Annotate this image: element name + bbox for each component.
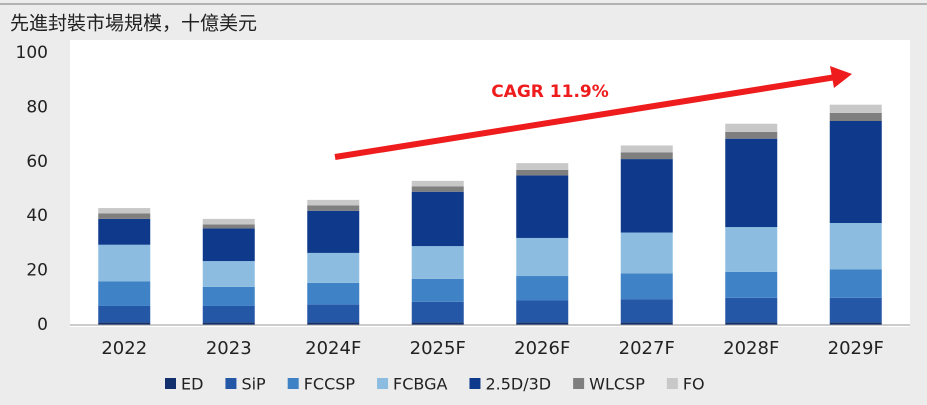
bar-segment [620, 299, 673, 323]
bar-segment [725, 227, 778, 272]
bar-segment [620, 145, 673, 153]
bar-segment [307, 252, 360, 283]
x-tick-label: 2022 [101, 338, 147, 359]
bar-segment [829, 297, 882, 323]
bar-segment [98, 305, 151, 323]
y-tick-label: 40 [26, 206, 48, 226]
bar-segment [202, 261, 255, 287]
cagr-arrowhead [830, 66, 852, 88]
bar-segment [516, 322, 569, 325]
chart-title: 先進封裝市場規模，十億美元 [10, 13, 257, 35]
bar-segment [829, 269, 882, 298]
bar-segment [829, 104, 882, 113]
bar-segment [725, 322, 778, 325]
legend-label: WLCSP [589, 375, 645, 394]
bar-segment [411, 246, 464, 279]
bar-segment [516, 276, 569, 301]
bar-segment [725, 271, 778, 298]
x-tick-label: 2029F [828, 338, 884, 359]
bar-segment [202, 286, 255, 306]
y-tick-label: 60 [26, 152, 48, 172]
y-tick-label: 100 [16, 43, 48, 63]
bar-segment [98, 213, 151, 219]
bar-segment [725, 138, 778, 228]
bar-segment [411, 186, 464, 192]
legend-label: FCBGA [393, 375, 447, 394]
bar-segment [202, 218, 255, 225]
legend-label: 2.5D/3D [485, 375, 551, 394]
legend-label: FCCSP [304, 375, 356, 394]
y-tick-label: 80 [26, 97, 48, 117]
bar-segment [307, 304, 360, 323]
y-tick-label: 20 [26, 261, 48, 281]
legend-label: SiP [241, 375, 266, 394]
bar-segment [725, 123, 778, 132]
x-tick-label: 2023 [206, 338, 252, 359]
bar-segment [202, 224, 255, 229]
legend-swatch [666, 378, 678, 389]
bar-segment [516, 237, 569, 277]
annotation: CAGR 11.9% [491, 82, 609, 102]
bar-segment [620, 273, 673, 300]
bar-segment [307, 282, 360, 305]
bar-segment [829, 322, 882, 325]
y-tick-label: 0 [37, 315, 48, 335]
bar-segment [725, 297, 778, 323]
legend-swatch [225, 378, 237, 389]
bar-segment [620, 322, 673, 325]
bar-segment [202, 305, 255, 323]
x-tick-label: 2025F [410, 338, 466, 359]
bar-segment [620, 232, 673, 274]
bar-segment [98, 281, 151, 306]
cagr-arrow [334, 74, 837, 160]
x-tick-label: 2027F [619, 338, 675, 359]
bar-segment [98, 244, 151, 282]
legend-swatch [287, 378, 299, 389]
legend-swatch [469, 378, 481, 389]
bar-segment [307, 322, 360, 325]
x-tick-label: 2028F [723, 338, 779, 359]
bar-segment [202, 322, 255, 325]
legend-label: ED [181, 375, 203, 394]
bar-segment [620, 159, 673, 233]
bar-segment [411, 191, 464, 247]
bar-segment [411, 322, 464, 325]
bar-segment [620, 152, 673, 160]
bar-segment [516, 163, 569, 170]
x-tick-label: 2026F [514, 338, 570, 359]
bar-segment [98, 218, 151, 245]
bar-segment [307, 205, 360, 211]
bar-segment [411, 301, 464, 323]
bar-segment [307, 199, 360, 206]
bar-segment [516, 300, 569, 323]
bar-segment [829, 223, 882, 270]
bar-segment [411, 180, 464, 187]
bar-segment [516, 175, 569, 238]
legend-swatch [377, 378, 389, 389]
bar-segment [202, 228, 255, 262]
legend-swatch [573, 378, 585, 389]
bar-segment [516, 169, 569, 176]
legend-label: FO [683, 375, 705, 394]
bar-segment [829, 121, 882, 223]
bar-segment [98, 322, 151, 325]
bar-segment [829, 112, 882, 121]
legend-swatch [165, 378, 176, 389]
bar-segment [307, 210, 360, 253]
x-tick-label: 2024F [305, 338, 361, 359]
bar-segment [98, 208, 151, 214]
bar-segment [411, 278, 464, 302]
bar-segment [725, 131, 778, 139]
